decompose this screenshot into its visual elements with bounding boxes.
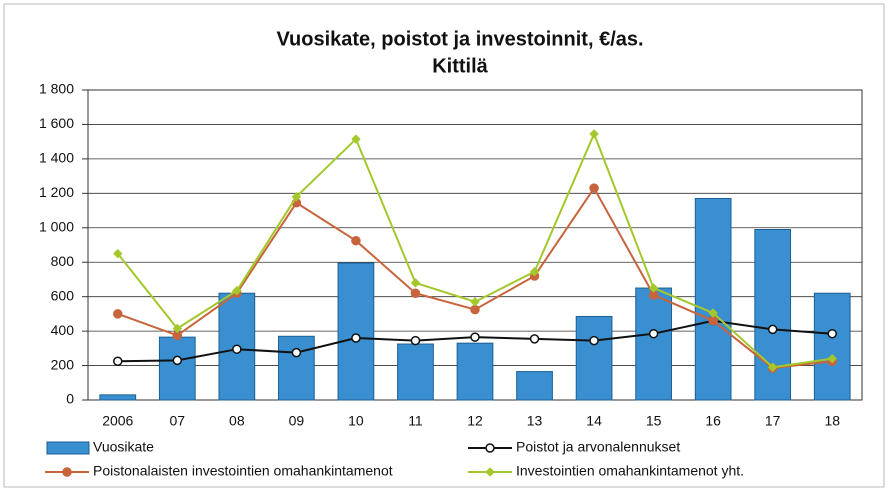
y-tick-label: 1 200 (39, 184, 74, 200)
x-tick-label: 08 (229, 413, 245, 429)
x-tick-label: 16 (705, 413, 721, 429)
line-marker (648, 328, 659, 339)
chart-frame (3, 3, 885, 488)
legend-label: Poistot ja arvonalennukset (516, 439, 680, 455)
bar (158, 336, 196, 401)
x-tick-label: 12 (467, 413, 483, 429)
chart-subtitle: Kittilä (432, 55, 488, 77)
legend-marker (485, 467, 495, 477)
line-marker (827, 353, 837, 364)
x-tick-label: 13 (527, 413, 543, 429)
bar (397, 343, 434, 401)
bar (635, 287, 672, 401)
line-marker (172, 355, 183, 366)
x-tick-label: 18 (824, 413, 840, 429)
line-marker (232, 344, 242, 354)
bar (694, 198, 732, 401)
line-marker (767, 362, 778, 372)
line-marker (708, 308, 718, 318)
y-tick-label: 600 (51, 287, 75, 303)
y-tick-label: 1 800 (39, 81, 74, 97)
x-tick-label: 07 (170, 413, 186, 429)
y-tick-label: 1 600 (39, 115, 74, 131)
x-tick-label: 2006 (102, 413, 133, 429)
x-tick-label: 14 (586, 413, 602, 429)
line-marker (351, 333, 361, 343)
y-tick-label: 1 000 (39, 218, 74, 234)
line-marker (648, 283, 659, 293)
x-tick-label: 11 (408, 413, 423, 429)
line-marker (529, 266, 540, 277)
line-marker (470, 332, 480, 342)
line-marker (351, 235, 361, 246)
line-marker (113, 309, 123, 319)
x-tick-label: 10 (348, 413, 364, 429)
line-marker (529, 334, 540, 344)
bar (278, 335, 315, 401)
y-tick-label: 200 (51, 356, 75, 372)
line-marker (827, 328, 837, 339)
line-marker (589, 129, 599, 139)
line-marker (410, 335, 421, 346)
bar (99, 394, 137, 401)
line-marker (172, 323, 183, 334)
line-marker (410, 278, 421, 288)
y-tick-label: 800 (51, 253, 75, 269)
y-tick-label: 400 (51, 322, 75, 338)
legend-label: Vuosikate (93, 439, 154, 455)
legend-label: Poistonalaisten investointien omahankint… (93, 463, 393, 479)
bar (516, 371, 553, 401)
y-tick-label: 0 (66, 391, 74, 407)
line-marker (113, 248, 123, 259)
bar (456, 342, 494, 401)
line-marker (232, 285, 242, 296)
chart-title: Vuosikate, poistot ja investoinnit, €/as… (276, 28, 643, 50)
x-tick-label: 15 (646, 413, 662, 429)
line-marker (470, 297, 480, 307)
line-marker (410, 288, 421, 298)
y-tick-label: 1 400 (39, 150, 74, 166)
line-marker (470, 304, 480, 315)
line-marker (708, 316, 718, 326)
legend-swatch (46, 441, 90, 455)
line-marker (291, 192, 302, 202)
legend-marker (62, 467, 72, 477)
line-marker (351, 134, 361, 144)
line-marker (767, 324, 778, 335)
line-marker (113, 356, 123, 366)
line-marker (589, 335, 599, 346)
bar (813, 292, 851, 401)
legend-marker (485, 443, 495, 453)
bar (754, 229, 792, 401)
line-marker (589, 183, 599, 193)
line-marker (291, 347, 302, 358)
x-tick-label: 17 (765, 413, 781, 429)
bar (337, 262, 375, 401)
legend-label: Investointien omahankintamenot yht. (516, 463, 744, 479)
bar (575, 315, 613, 401)
x-tick-label: 09 (289, 413, 305, 429)
